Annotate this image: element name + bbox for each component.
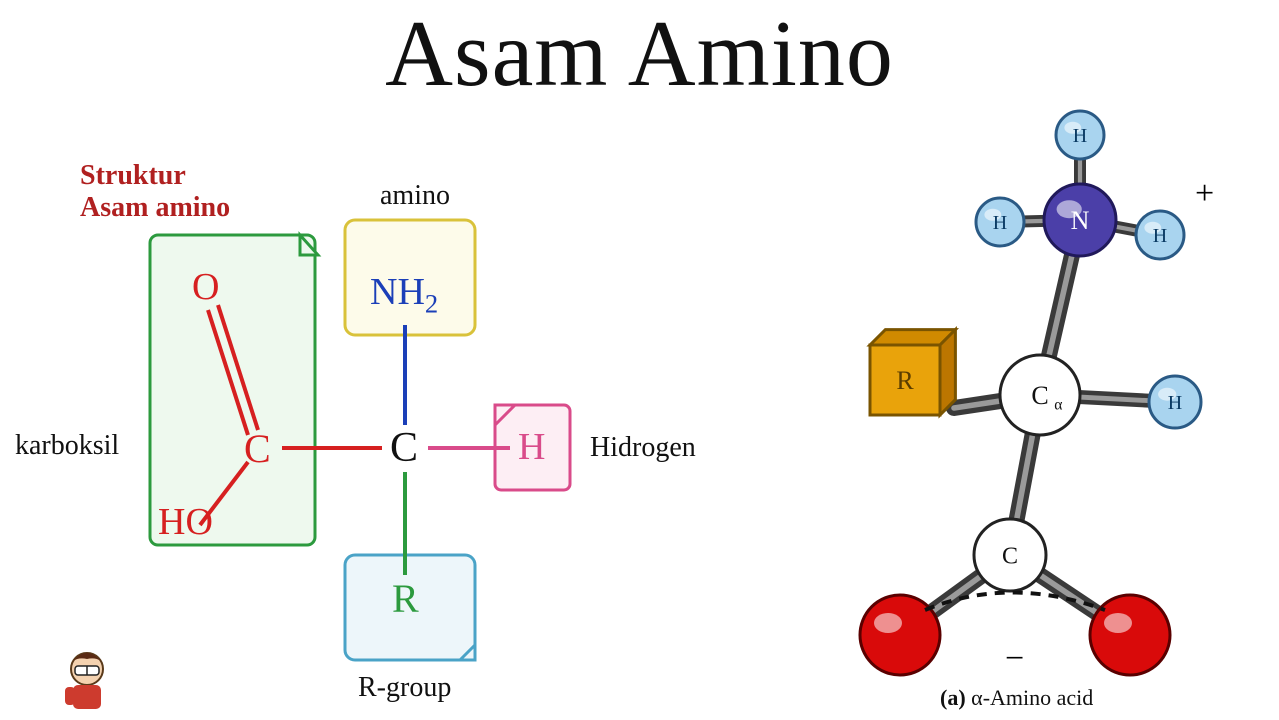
svg-text:H: H	[1073, 125, 1087, 147]
atom-r: R	[392, 575, 419, 622]
svg-text:H: H	[1153, 225, 1167, 247]
model3d-atoms: N H H H Cα H R C	[860, 111, 1201, 675]
svg-text:N: N	[1071, 206, 1090, 235]
diagram-stage: Asam Amino Struktur Asam amino NHHHCαHRC	[0, 0, 1279, 720]
model3d-caption: (a) α-Amino acid	[940, 685, 1093, 711]
charge-minus: −	[1005, 640, 1024, 678]
mascot-icon	[55, 647, 125, 712]
svg-text:R: R	[896, 366, 914, 395]
caption-rest: -Amino acid	[983, 685, 1094, 710]
atom-nh2: NH2	[370, 270, 438, 320]
structural-svg: N H H H Cα H R C	[0, 0, 1279, 720]
atom-ho: HO	[158, 500, 213, 544]
caption-alpha: α	[971, 685, 983, 710]
atom-c-center: C	[390, 424, 418, 472]
label-hidrogen: Hidrogen	[590, 432, 696, 464]
atom-o-top: O	[192, 265, 219, 309]
caption-prefix: (a)	[940, 685, 971, 710]
atom-c-left: C	[244, 425, 271, 472]
label-karboksil: karboksil	[15, 430, 119, 462]
svg-text:C: C	[1031, 381, 1048, 410]
svg-text:H: H	[1168, 392, 1182, 414]
svg-text:H: H	[993, 212, 1007, 234]
atom-h: H	[518, 425, 545, 469]
label-rgroup: R-group	[358, 672, 451, 704]
svg-text:α: α	[1054, 396, 1062, 413]
label-amino: amino	[380, 180, 450, 212]
svg-text:C: C	[1002, 543, 1018, 569]
charge-plus: +	[1195, 175, 1214, 213]
